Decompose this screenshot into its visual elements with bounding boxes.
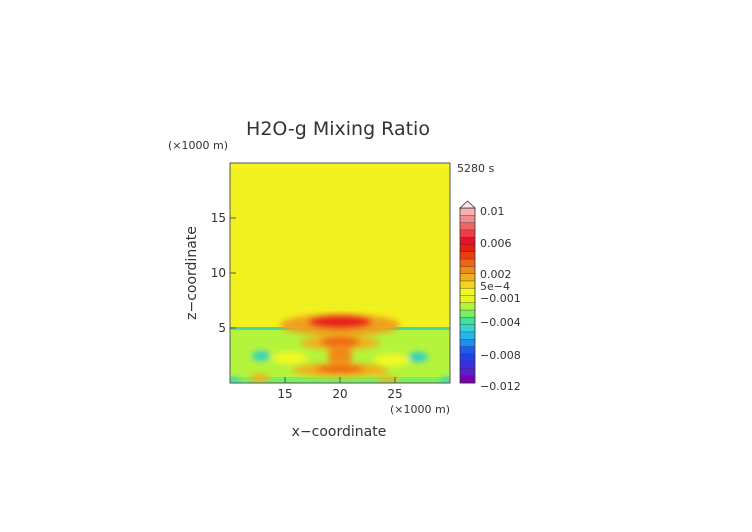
field-stripe (230, 243, 450, 245)
colorbar-label: 0.006 (480, 237, 512, 250)
chart-title: H2O-g Mixing Ratio (246, 118, 430, 140)
field-stripe (230, 261, 450, 263)
field-stripe (230, 213, 450, 215)
field-stripe (230, 225, 450, 227)
colorbar-swatch (460, 273, 475, 282)
anomaly-lower-core (316, 365, 364, 373)
colorbar-swatch (460, 346, 475, 355)
colorbar-swatch (460, 324, 475, 333)
x-tick-label: 15 (277, 387, 292, 401)
anomaly-blobs (230, 314, 450, 383)
anomaly-corner-right (441, 377, 450, 383)
colorbar-extend-arrow (458, 200, 477, 209)
anomaly-mid-core (320, 337, 360, 347)
colorbar (458, 200, 477, 384)
y-tick-label: 15 (211, 211, 226, 225)
y-axis-label: z−coordinate (184, 226, 200, 320)
colorbar-swatch (460, 229, 475, 238)
anomaly-corner-left (230, 377, 239, 383)
y-tick-label: 5 (218, 321, 226, 335)
field-stripe (230, 189, 450, 191)
field-stripe (230, 285, 450, 287)
field-stripe (230, 291, 450, 293)
anomaly-right-cool (408, 352, 428, 362)
x-axis-ticks: 15 20 25 (277, 377, 403, 401)
colorbar-label: 0.01 (480, 205, 505, 218)
colorbar-swatch (460, 339, 475, 347)
y-tick-label: 10 (211, 266, 226, 280)
field-stripe (230, 255, 450, 257)
colorbar-swatch (460, 244, 475, 253)
colorbar-label: −0.004 (480, 316, 521, 329)
field-stripe (230, 297, 450, 299)
field-stripe (230, 171, 450, 173)
anomaly-stem (328, 344, 352, 368)
y-axis-ticks: 5 10 15 (211, 211, 236, 335)
anomaly-bottom-right (376, 376, 400, 382)
colorbar-swatch (460, 317, 475, 325)
colorbar-swatch (460, 259, 475, 267)
colorbar-label: −0.008 (480, 349, 521, 362)
x-tick-label: 25 (387, 387, 402, 401)
colorbar-label: 0.002 (480, 268, 512, 281)
field-stripe (230, 219, 450, 221)
colorbar-label: 5e−4 (480, 280, 510, 293)
field-stripe (230, 279, 450, 281)
colorbar-swatch (460, 302, 475, 311)
x-tick-label: 20 (332, 387, 347, 401)
field-stripe (230, 183, 450, 185)
colorbar-swatch (460, 215, 475, 223)
colorbar-swatch (460, 295, 475, 304)
colorbar-swatch (460, 280, 475, 289)
colorbar-swatch (460, 361, 475, 369)
colorbar-swatch (460, 310, 475, 318)
colorbar-swatch (460, 331, 475, 340)
y-unit-label: (×1000 m) (168, 139, 228, 152)
colorbar-label: −0.001 (480, 292, 521, 305)
colorbar-swatch (460, 353, 475, 362)
anomaly-bottom-left (250, 374, 270, 382)
colorbar-swatch (460, 251, 475, 260)
anomaly-left-warm (272, 352, 308, 364)
colorbar-swatch (460, 288, 475, 296)
colorbar-swatch (460, 368, 475, 377)
colorbar-swatch (460, 237, 475, 245)
field-stripes (230, 165, 450, 329)
field-stripe (230, 201, 450, 203)
colorbar-swatch (460, 266, 475, 274)
colorbar-swatch (460, 222, 475, 231)
time-label: 5280 s (457, 162, 494, 175)
field-stripe (230, 165, 450, 167)
anomaly-upper-core (308, 315, 372, 329)
field-stripe (230, 177, 450, 179)
colorbar-swatch (460, 208, 475, 216)
field-stripe (230, 273, 450, 275)
x-axis-label: x−coordinate (292, 424, 387, 440)
anomaly-left-cool (252, 351, 270, 361)
x-unit-label: (×1000 m) (390, 403, 450, 416)
plot-area (230, 163, 450, 383)
colorbar-swatch (460, 375, 475, 384)
field-stripe (230, 231, 450, 233)
field-stripe (230, 309, 450, 311)
field-stripe (230, 195, 450, 197)
field-stripe (230, 249, 450, 251)
field-stripe (230, 267, 450, 269)
field-stripe (230, 207, 450, 209)
anomaly-right-warm (374, 354, 410, 366)
field-stripe (230, 237, 450, 239)
field-stripe (230, 303, 450, 305)
colorbar-label: −0.012 (480, 380, 521, 393)
